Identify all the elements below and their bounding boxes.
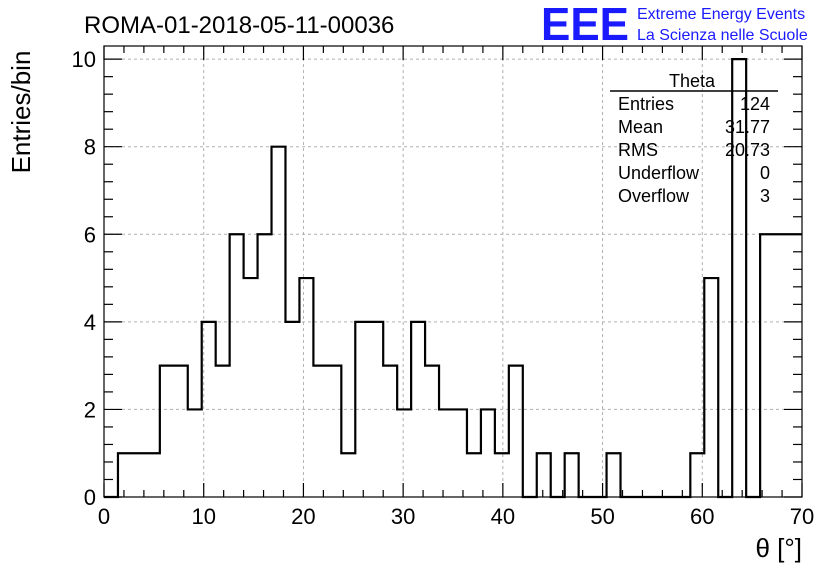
chart-title: ROMA-01-2018-05-11-00036 xyxy=(84,12,394,39)
logo-line2: La Scienza nelle Scuole xyxy=(637,27,808,44)
stats-label: RMS xyxy=(618,140,658,160)
stats-value: 0 xyxy=(760,163,770,183)
stats-label: Mean xyxy=(618,117,663,137)
plot-frame xyxy=(103,45,803,498)
stats-title: Theta xyxy=(669,71,716,91)
y-tick-label: 0 xyxy=(84,485,96,510)
x-tick-label: 20 xyxy=(291,504,315,529)
x-tick-label: 70 xyxy=(790,504,814,529)
stats-value: 31.77 xyxy=(725,117,770,137)
x-tick-label: 40 xyxy=(491,504,515,529)
stats-label: Underflow xyxy=(618,163,700,183)
logo-line1: Extreme Energy Events xyxy=(637,6,805,23)
stats-value: 124 xyxy=(740,94,770,114)
axis-ticks xyxy=(103,46,803,498)
stats-rows: Entries 124 Mean 31.77 RMS 20.73 Underflow 0 Ove… xyxy=(618,94,770,206)
x-tick-label: 60 xyxy=(690,504,714,529)
x-axis-title: θ [°] xyxy=(755,533,802,563)
x-tick-label: 0 xyxy=(98,504,110,529)
x-tick-label: 10 xyxy=(191,504,215,529)
logo-mark: EEE xyxy=(541,0,629,50)
eee-logo: EEE Extreme Energy Events La Scienza nel… xyxy=(541,0,808,50)
stats-value: 20.73 xyxy=(725,140,770,160)
x-tick-label: 30 xyxy=(391,504,415,529)
y-tick-label: 6 xyxy=(84,222,96,247)
y-tick-label: 10 xyxy=(72,47,96,72)
y-tick-label: 4 xyxy=(84,310,96,335)
y-tick-label: 8 xyxy=(84,135,96,160)
x-tick-label: 50 xyxy=(590,504,614,529)
y-axis-title: Entries/bin xyxy=(6,51,36,174)
y-tick-label: 2 xyxy=(84,397,96,422)
stats-box: Theta Entries 124 Mean 31.77 RMS 20.73 Underfl… xyxy=(610,71,778,206)
stats-label: Entries xyxy=(618,94,674,114)
stats-label: Overflow xyxy=(618,186,690,206)
stats-value: 3 xyxy=(760,186,770,206)
